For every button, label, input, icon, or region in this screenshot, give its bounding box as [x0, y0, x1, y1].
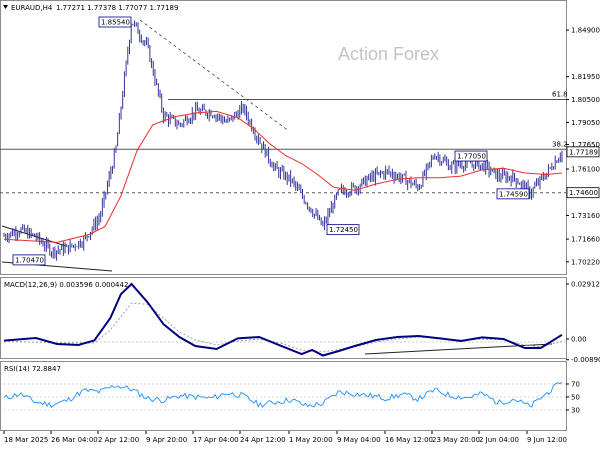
price-annotation-box — [454, 150, 488, 162]
price-annotation: 1.74590 — [499, 190, 528, 198]
xtick-label: 23 May 20:00 — [432, 436, 480, 444]
price-annotation: 1.85540 — [101, 19, 130, 27]
macd-panel-frame — [0, 277, 567, 359]
macd-signal-line — [3, 302, 563, 353]
support-price-label: 1.74600 — [569, 189, 598, 197]
xtick-label: 24 Apr 12:00 — [240, 436, 286, 444]
xtick-label: 9 Jun 12:00 — [527, 436, 567, 444]
price-ytick-label: 1.76100 — [571, 166, 600, 174]
rsi-header: RSI(14) 72.8847 — [4, 365, 61, 373]
rsi-line — [3, 381, 563, 409]
price-ytick-label: 1.70220 — [571, 258, 600, 266]
price-quote: 1.77271 1.77378 1.77077 1.77189 — [56, 4, 178, 12]
price-ytick-label: 1.79050 — [571, 119, 600, 127]
xtick-label: 17 Apr 04:00 — [193, 436, 239, 444]
price-ytick-label: 1.80500 — [571, 96, 600, 104]
macd-ytick-label: 0.00 — [571, 336, 587, 344]
price-annotation-box — [12, 254, 46, 266]
xtick-label: 9 May 04:00 — [337, 436, 381, 444]
macd-header: MACD(12,26,9) 0.003596 0.000442 — [4, 281, 128, 289]
rsi-ytick-label: 30 — [571, 407, 580, 415]
macd-ytick-label: 0.029123 — [571, 281, 600, 289]
xtick-label: 1 May 20:00 — [289, 436, 333, 444]
support-price-box — [566, 187, 600, 199]
price-annotation: 1.77050 — [457, 153, 486, 161]
wedge-upper-line — [1, 225, 67, 247]
price-annotation-box — [496, 188, 530, 200]
price-ytick-label: 1.81950 — [571, 73, 600, 81]
macd-ytick-label: -0.008901 — [571, 356, 600, 364]
xtick-label: 26 Mar 04:00 — [51, 436, 98, 444]
fib-61-8-label: 61.8 — [552, 91, 568, 99]
xtick-label: 2 Apr 12:00 — [98, 436, 139, 444]
watermark: Action Forex — [338, 44, 439, 64]
dashed-downtrend-line — [139, 19, 289, 131]
rsi-panel-frame — [0, 361, 567, 431]
price-ytick-label: 1.73160 — [571, 212, 600, 220]
rsi-ytick-label: 70 — [571, 381, 580, 389]
price-ytick-label: 1.71660 — [571, 236, 600, 244]
price-ytick-label: 1.84900 — [571, 27, 600, 35]
xtick-label: 2 Jun 04:00 — [479, 436, 519, 444]
price-annotation: 1.72450 — [329, 226, 358, 234]
xtick-label: 9 Apr 20:00 — [146, 436, 187, 444]
price-ytick-label: 1.77650 — [571, 141, 600, 149]
dropdown-triangle-icon[interactable] — [3, 5, 8, 9]
current-price-box — [566, 146, 600, 158]
rsi-ytick-label: 50 — [571, 394, 580, 402]
sma-line — [3, 110, 563, 243]
xtick-label: 18 Mar 2025 — [4, 436, 48, 444]
price-annotation-box — [326, 224, 360, 236]
price-annotation: 1.70470 — [15, 256, 44, 264]
xtick-label: 16 May 12:00 — [385, 436, 433, 444]
price-panel-frame — [0, 0, 567, 275]
price-symbol: EURAUD,H4 — [11, 4, 53, 12]
fib-38-2-label: 38.2 — [552, 140, 568, 148]
macd-support-line — [364, 343, 553, 355]
macd-line — [3, 282, 563, 357]
current-price-label: 1.77189 — [569, 148, 598, 156]
price-annotation-box — [98, 16, 132, 28]
